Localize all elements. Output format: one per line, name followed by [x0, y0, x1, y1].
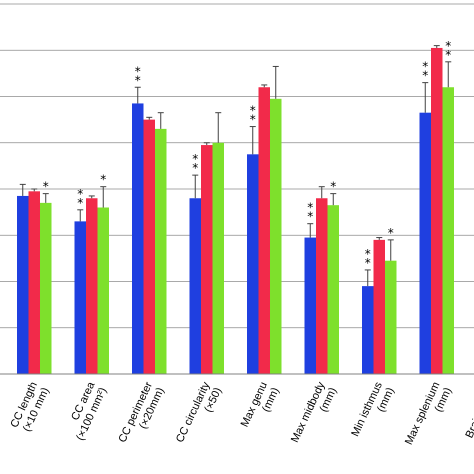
- bar: [385, 260, 397, 374]
- bar: [143, 119, 155, 374]
- significance-star: *: [250, 104, 256, 118]
- bar: [28, 191, 40, 374]
- significance-star: *: [307, 210, 313, 224]
- bar: [132, 103, 144, 374]
- significance-star: *: [445, 39, 451, 53]
- bar: [362, 286, 374, 374]
- tick-label-line: Brain weight: [464, 380, 474, 440]
- significance-star: *: [192, 152, 198, 166]
- bar: [40, 202, 52, 374]
- bar: [212, 142, 224, 374]
- category-label: Max splenium(mm): [403, 380, 454, 447]
- bar: [17, 195, 29, 374]
- category-label: Max genu(mm): [239, 380, 282, 429]
- significance-star: *: [422, 69, 428, 83]
- bars: *************** * ****: [17, 39, 454, 374]
- significance-star: *: [100, 173, 106, 187]
- category-label: CC area(×100 mm²): [69, 379, 109, 442]
- significance-star: *: [365, 256, 371, 270]
- significance-star: *: [77, 187, 83, 201]
- category-label: CC length(×10 mm): [8, 380, 51, 434]
- significance-star: *: [445, 48, 451, 62]
- tick-labels: CC length(×10 mm) CC area(×100 mm²) CC per…: [8, 379, 474, 447]
- bar: [86, 198, 98, 374]
- bar: [270, 98, 282, 374]
- category-label: Brain weight(×1: [464, 380, 474, 440]
- tick-label-line: Max midbody: [289, 380, 328, 445]
- significance-star: *: [192, 161, 198, 175]
- bar: [258, 87, 270, 374]
- category-label: Max midbody(mm): [289, 380, 339, 445]
- significance-star: *: [388, 226, 394, 240]
- significance-star: *: [422, 60, 428, 74]
- bar: [201, 145, 213, 374]
- bar: [247, 154, 259, 374]
- bar: [442, 87, 454, 374]
- category-label: Min isthmus(mm): [349, 380, 396, 439]
- bar: [155, 128, 167, 374]
- bar: [304, 237, 316, 374]
- significance-star: *: [135, 73, 141, 87]
- bar: [316, 198, 328, 374]
- significance-star: *: [365, 247, 371, 261]
- bar: [373, 239, 385, 374]
- bar: [189, 198, 201, 374]
- significance-star: *: [43, 180, 49, 194]
- significance-star: *: [135, 64, 141, 78]
- gridlines: [0, 3, 474, 329]
- category-label: CC perimeter(×20mm): [116, 380, 166, 445]
- significance-star: *: [307, 201, 313, 215]
- bar: [431, 47, 443, 374]
- bar: [97, 207, 109, 374]
- significance-star: *: [250, 113, 256, 127]
- bar: [74, 221, 86, 374]
- significance-star: *: [330, 180, 336, 194]
- category-label: CC circularity(×50): [174, 380, 224, 445]
- significance-star: *: [77, 196, 83, 210]
- bar: [419, 112, 431, 374]
- tick-label-line: Max splenium: [403, 380, 443, 447]
- bar: [327, 205, 339, 374]
